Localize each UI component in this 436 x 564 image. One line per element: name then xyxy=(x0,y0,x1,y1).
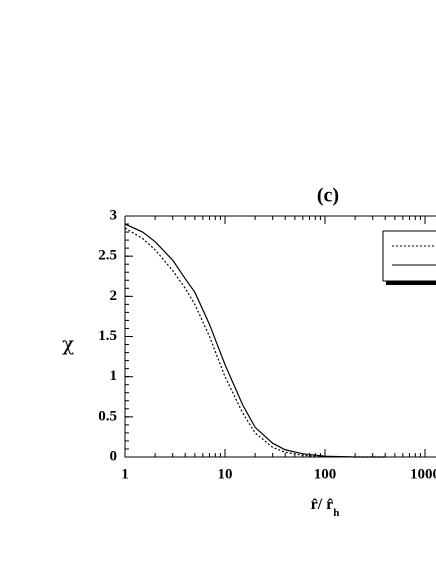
series-line xyxy=(124,227,386,458)
y-tick-label: 0 xyxy=(110,448,118,464)
chart-title: (c) xyxy=(317,185,339,207)
y-tick-label: 2.5 xyxy=(98,248,117,264)
y-tick-label: 1.5 xyxy=(98,328,117,344)
x-axis-label: r̂/ r̂h xyxy=(311,496,340,519)
x-tick-label: 100 xyxy=(314,466,337,482)
x-tick-label: 1 xyxy=(121,466,129,482)
y-tick-label: 3 xyxy=(110,207,118,223)
legend-box xyxy=(382,230,436,282)
x-tick-label: 10 xyxy=(218,466,233,482)
x-tick-label: 1000 xyxy=(410,466,436,482)
x-axis-label-sub: h xyxy=(333,507,339,519)
x-axis-label-main: r̂/ r̂ xyxy=(311,496,334,513)
series-line xyxy=(124,223,386,458)
y-tick-label: 1 xyxy=(110,368,118,384)
y-axis-label: χ xyxy=(62,332,74,356)
y-tick-label: 0.5 xyxy=(98,408,117,424)
y-tick-label: 2 xyxy=(110,288,118,304)
